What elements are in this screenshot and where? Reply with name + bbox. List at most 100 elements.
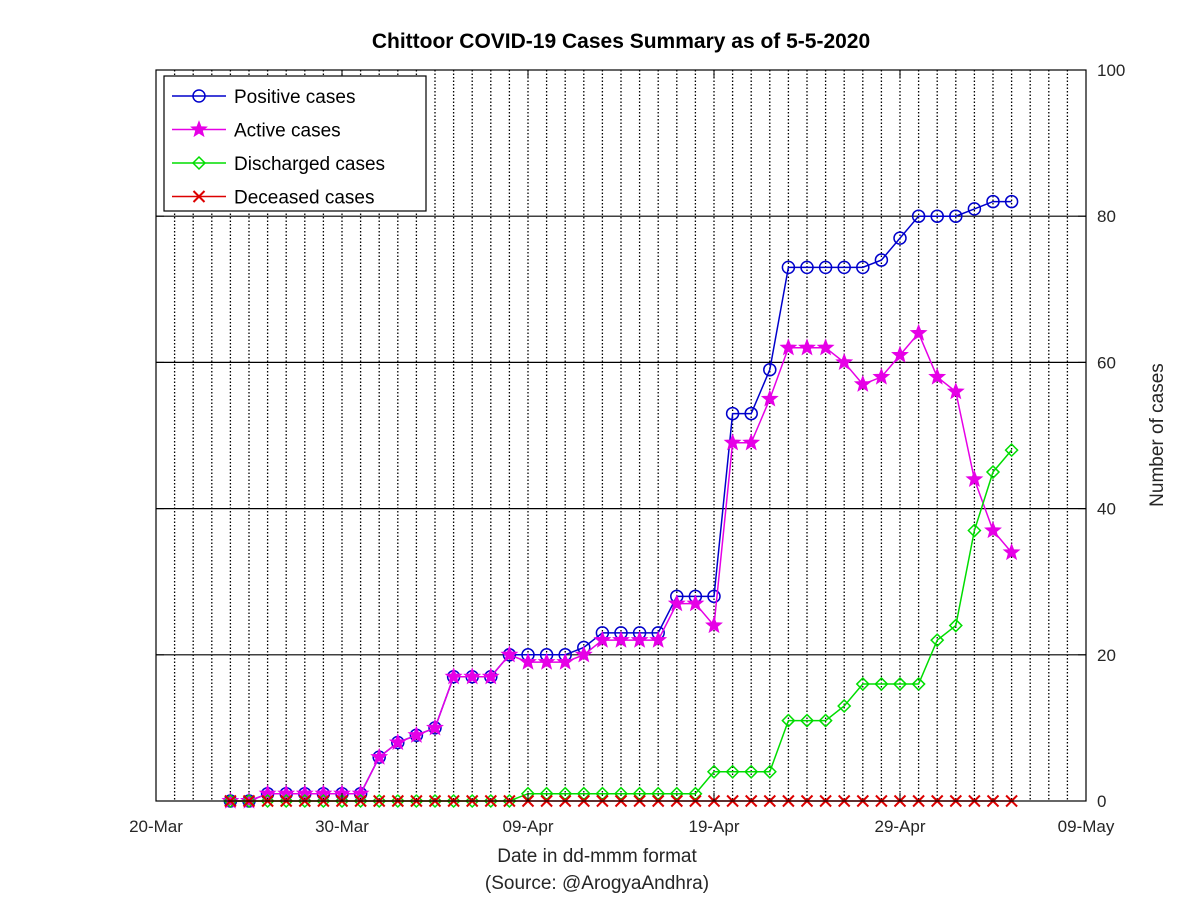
data-point-star (630, 630, 649, 648)
data-point-circle (949, 209, 963, 223)
data-point-star (444, 667, 463, 685)
data-point-star (965, 469, 984, 487)
data-point-star (816, 338, 835, 356)
data-point-star (314, 784, 333, 802)
data-point-star (258, 784, 277, 802)
data-point-circle (986, 194, 1000, 209)
data-point-star (723, 433, 742, 451)
data-point-star (407, 725, 426, 743)
y-axis-label: Number of cases (1147, 363, 1168, 507)
data-point-star (537, 652, 556, 670)
data-point-diamond (223, 793, 238, 809)
data-point-star (593, 630, 612, 648)
data-point-diamond (446, 793, 461, 809)
data-point-star (649, 630, 668, 648)
data-point-star (612, 630, 630, 648)
data-point-star (705, 616, 723, 634)
legend-label: Discharged cases (234, 154, 385, 175)
data-point-star (742, 433, 761, 451)
data-point-diamond (855, 676, 870, 692)
data-point-star (463, 667, 482, 685)
data-point-circle (725, 406, 740, 421)
data-point-star (853, 374, 872, 392)
data-point-star (388, 733, 407, 751)
legend-label: Positive cases (234, 87, 355, 108)
data-point-diamond (744, 764, 759, 779)
data-point-star (481, 667, 500, 685)
data-point-circle (744, 406, 758, 421)
data-point-diamond (799, 713, 815, 728)
data-point-diamond (985, 464, 1001, 480)
data-point-star (686, 594, 705, 612)
data-point-circle (856, 260, 870, 275)
data-point-diamond (334, 793, 350, 809)
y-tick-label: 20 (1097, 646, 1116, 665)
data-point-x (192, 190, 206, 203)
data-point-diamond (781, 713, 796, 728)
legend-item: Active cases (172, 120, 341, 142)
data-point-diamond (892, 676, 908, 692)
data-point-diamond (837, 698, 852, 714)
data-point-star (370, 747, 389, 765)
data-point-diamond (930, 633, 945, 648)
y-tick-label: 80 (1097, 207, 1116, 226)
data-point-diamond (241, 793, 257, 809)
data-point-diamond (465, 793, 480, 809)
data-point-diamond (911, 676, 926, 692)
data-point-star (426, 718, 444, 736)
x-axis-label: Date in dd-mmm format (497, 846, 697, 867)
legend: Positive cases Active cases Discharged cas… (163, 75, 427, 212)
data-point-star (500, 645, 519, 663)
data-point-star (779, 338, 798, 356)
data-point-diamond (372, 793, 387, 809)
data-point-diamond (260, 793, 275, 809)
data-point-star (556, 652, 575, 670)
data-point-star (946, 382, 965, 400)
data-point-circle (763, 362, 777, 377)
data-point-diamond (706, 764, 722, 779)
data-point-star (984, 521, 1002, 539)
data-point-diamond (297, 793, 312, 809)
data-point-diamond (874, 676, 889, 692)
data-point-star (295, 784, 314, 802)
data-point-star (909, 323, 928, 341)
data-point-star (190, 120, 208, 138)
data-point-star (798, 338, 816, 356)
legend-item: Deceased cases (172, 188, 374, 209)
y-tick-label: 60 (1097, 353, 1116, 372)
data-point-diamond (762, 764, 777, 779)
data-point-circle (781, 260, 796, 275)
data-point-circle (707, 589, 721, 604)
legend-box (163, 75, 427, 212)
data-point-diamond (353, 793, 368, 809)
data-point-star (277, 784, 296, 802)
data-point-star (928, 367, 947, 385)
data-point-diamond (725, 764, 740, 779)
plot-area-frame (155, 69, 1087, 802)
x-tick-label: 30-Mar (315, 817, 369, 836)
data-point-circle (818, 260, 833, 275)
data-point-diamond (316, 793, 331, 809)
data-point-diamond (409, 793, 424, 809)
data-point-diamond (427, 793, 443, 809)
x-tick-label: 09-Apr (502, 817, 553, 836)
data-point-star (891, 345, 909, 363)
data-point-diamond (483, 793, 498, 809)
data-point-circle (1004, 194, 1019, 209)
data-point-circle (967, 202, 982, 216)
data-point-circle (192, 89, 206, 103)
series-active-cases (221, 323, 1021, 809)
x-tick-label: 20-Mar (129, 817, 183, 836)
legend-items: Positive cases Active cases Discharged cas… (172, 87, 385, 209)
y-tick-label: 0 (1097, 792, 1106, 811)
y-tick-label: 100 (1097, 61, 1125, 80)
data-point-star (667, 594, 686, 612)
data-point-diamond (948, 618, 963, 633)
data-point-star (760, 389, 779, 407)
legend-item: Discharged cases (172, 154, 385, 175)
data-point-star (351, 784, 370, 802)
x-tick-label: 29-Apr (874, 817, 925, 836)
data-point-diamond (818, 713, 833, 728)
